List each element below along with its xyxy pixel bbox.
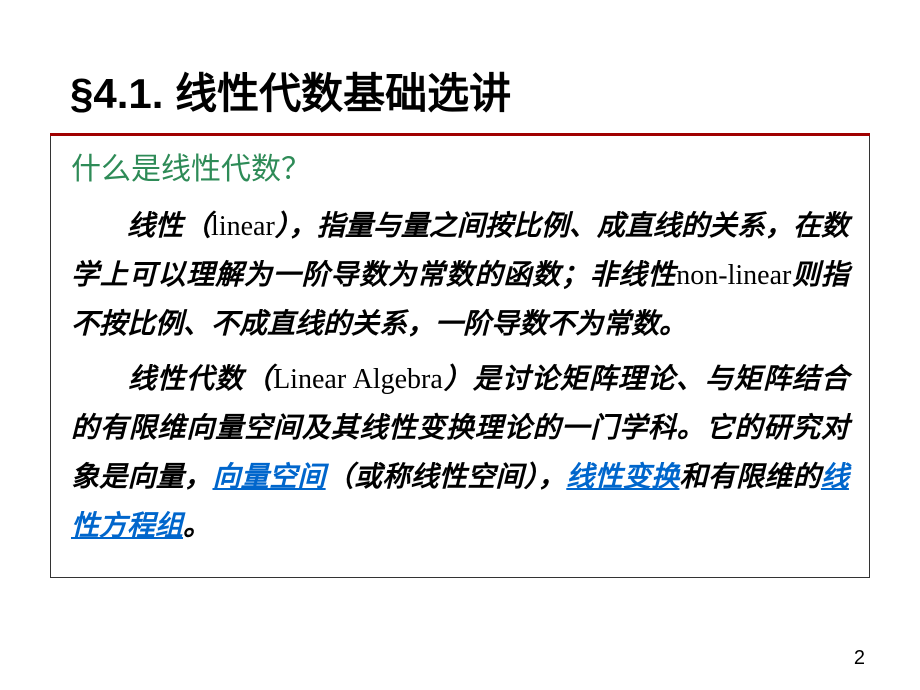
p2-text-a: 线性代数（: [127, 364, 273, 395]
slide: §4.1. 线性代数基础选讲 什么是线性代数？ 线性（linear），指量与量之…: [0, 0, 920, 690]
p2-text-e: 。: [183, 511, 211, 542]
p2-text-c: （或称线性空间），: [326, 462, 567, 493]
slide-title: §4.1. 线性代数基础选讲: [70, 60, 870, 121]
p1-term-linear: linear: [211, 211, 275, 242]
paragraph-2: 线性代数（Linear Algebra）是讨论矩阵理论、与矩阵结合的有限维向量空…: [71, 355, 849, 551]
link-linear-transform[interactable]: 线性变换: [566, 462, 679, 493]
content-box: 什么是线性代数？ 线性（linear），指量与量之间按比例、成直线的关系，在数学…: [50, 136, 870, 578]
page-number: 2: [854, 647, 865, 670]
link-vector-space[interactable]: 向量空间: [212, 462, 325, 493]
paragraph-1: 线性（linear），指量与量之间按比例、成直线的关系，在数学上可以理解为一阶导…: [71, 202, 849, 349]
title-text: 线性代数基础选讲: [175, 70, 511, 117]
p2-term-linear-algebra: Linear Algebra: [273, 364, 443, 395]
title-section-number: §4.1.: [70, 70, 175, 117]
subtitle: 什么是线性代数？: [71, 144, 849, 188]
p1-text-a: 线性（: [127, 211, 211, 242]
p1-term-nonlinear: non-linear: [676, 260, 791, 291]
p2-text-d: 和有限维的: [679, 462, 820, 493]
